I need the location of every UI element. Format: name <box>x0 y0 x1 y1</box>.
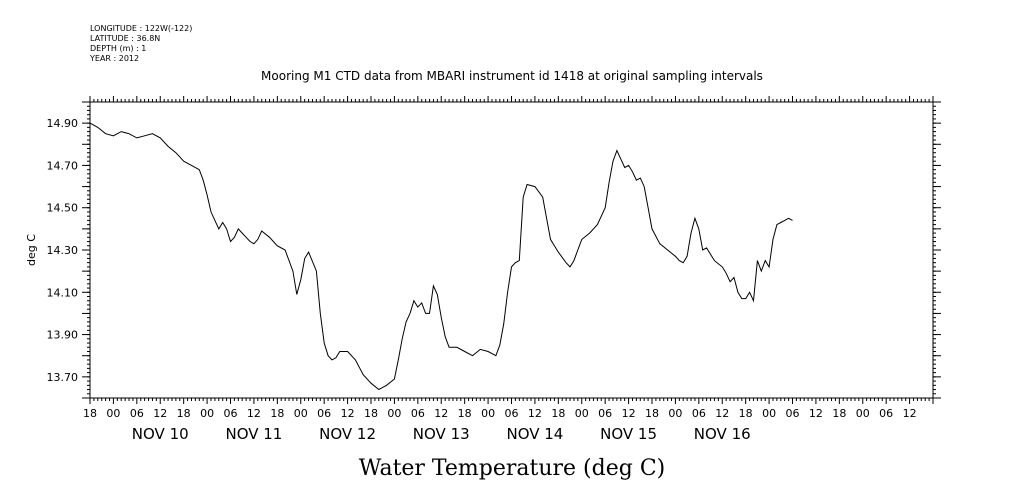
x-tick-label: 06 <box>692 407 706 420</box>
x-tick-label: 00 <box>762 407 776 420</box>
chart-title: Mooring M1 CTD data from MBARI instrumen… <box>261 69 763 83</box>
x-tick-label: 12 <box>153 407 167 420</box>
latitude-label: LATITUDE : 36.8N <box>90 34 160 43</box>
x-tick-label: 06 <box>505 407 519 420</box>
y-tick-label: 13.90 <box>47 329 79 342</box>
y-tick-label: 13.70 <box>47 371 79 384</box>
x-tick-label: 00 <box>575 407 589 420</box>
x-tick-label: 00 <box>387 407 401 420</box>
x-tick-label: 18 <box>645 407 659 420</box>
x-tick-label: 06 <box>317 407 331 420</box>
temperature-series-line <box>89 122 793 391</box>
x-tick-label: 18 <box>83 407 97 420</box>
x-tick-label: 12 <box>715 407 729 420</box>
y-tick-label: 14.70 <box>47 159 79 172</box>
y-tick-label: 14.50 <box>47 202 79 215</box>
x-tick-label: 18 <box>270 407 284 420</box>
day-label: NOV 10 <box>132 425 189 443</box>
y-tick-label: 14.10 <box>47 286 79 299</box>
x-tick-label: 06 <box>879 407 893 420</box>
x-tick-label: 18 <box>551 407 565 420</box>
x-tick-label: 18 <box>177 407 191 420</box>
year-label: YEAR : 2012 <box>89 54 139 63</box>
y-tick-labels: 14.90 14.70 14.50 14.30 14.10 13.90 13.70 <box>47 117 79 384</box>
x-tick-label: 06 <box>130 407 144 420</box>
x-tick-label: 06 <box>598 407 612 420</box>
y-tick-label: 14.30 <box>47 244 79 257</box>
x-tick-label: 00 <box>668 407 682 420</box>
day-label: NOV 12 <box>319 425 376 443</box>
day-label: NOV 13 <box>413 425 470 443</box>
x-tick-label: 00 <box>106 407 120 420</box>
y-axis-label: deg C <box>25 234 38 266</box>
x-tick-label: 12 <box>809 407 823 420</box>
day-label: NOV 15 <box>600 425 657 443</box>
depth-label: DEPTH (m) : 1 <box>90 44 146 53</box>
x-tick-label: 18 <box>458 407 472 420</box>
x-tick-label: 12 <box>622 407 636 420</box>
series-group <box>89 122 793 391</box>
x-tick-label: 00 <box>200 407 214 420</box>
x-tick-label: 18 <box>832 407 846 420</box>
x-axis-label: Water Temperature (deg C) <box>359 456 666 481</box>
day-label: NOV 14 <box>506 425 563 443</box>
day-label: NOV 11 <box>225 425 282 443</box>
y-tick-label: 14.90 <box>47 117 79 130</box>
x-tick-label: 06 <box>786 407 800 420</box>
x-tick-label: 06 <box>411 407 425 420</box>
x-tick-label: 12 <box>341 407 355 420</box>
x-tick-label: 12 <box>528 407 542 420</box>
x-tick-labels: 18 00 06 12 18 00 06 12 18 00 06 12 18 00 06 12 18 00 06 12… <box>83 407 917 420</box>
x-tick-label: 12 <box>247 407 261 420</box>
axis-ticks <box>82 96 941 404</box>
x-tick-label: 06 <box>224 407 238 420</box>
x-tick-label: 12 <box>434 407 448 420</box>
x-tick-label: 00 <box>294 407 308 420</box>
x-tick-label: 00 <box>856 407 870 420</box>
day-labels: NOV 10 NOV 11 NOV 12 NOV 13 NOV 14 NOV 15 NOV … <box>132 425 751 443</box>
x-tick-label: 18 <box>364 407 378 420</box>
longitude-label: LONGITUDE : 122W(-122) <box>90 24 192 33</box>
x-tick-label: 18 <box>739 407 753 420</box>
plot-frame <box>89 101 934 399</box>
x-tick-label: 00 <box>481 407 495 420</box>
x-tick-label: 12 <box>903 407 917 420</box>
day-label: NOV 16 <box>694 425 751 443</box>
